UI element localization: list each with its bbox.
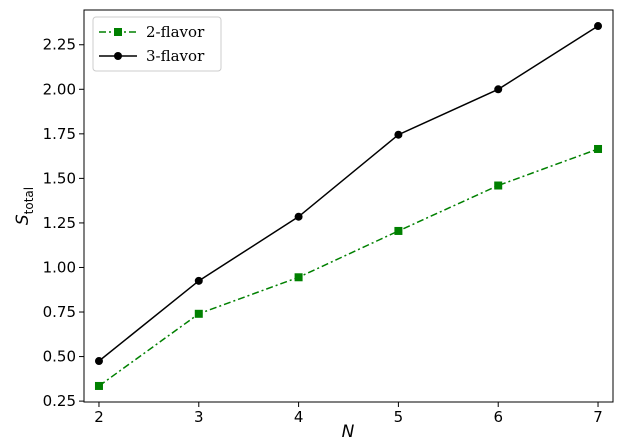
data-point-2-flavor	[394, 226, 403, 235]
y-tick-label: 1.50	[43, 169, 76, 187]
legend-marker-2-flavor	[114, 28, 122, 36]
y-tick-label: 1.00	[43, 258, 76, 276]
y-tick-label: 0.25	[43, 392, 76, 410]
y-tick-label: 1.75	[43, 125, 76, 143]
series-line-2-flavor	[98, 148, 599, 387]
data-point-2-flavor	[494, 181, 503, 190]
x-tick-label: 7	[593, 408, 603, 426]
legend: 2-flavor 3-flavor	[92, 16, 222, 72]
data-point-2-flavor	[294, 273, 303, 282]
legend-label-3-flavor: 3-flavor	[146, 47, 205, 65]
y-tick-label: 2.25	[43, 36, 76, 54]
data-point-3-flavor	[294, 212, 303, 221]
legend-marker-3-flavor	[114, 52, 122, 60]
series-layer	[94, 22, 603, 390]
x-tick-label: 6	[493, 408, 503, 426]
y-tick-label: 1.25	[43, 214, 76, 232]
x-axis-label: N	[342, 422, 355, 442]
y-tick-label: 0.50	[43, 348, 76, 366]
plot-frame	[83, 9, 614, 403]
y-tick-label: 0.75	[43, 303, 76, 321]
data-point-2-flavor	[94, 381, 103, 390]
y-axis-label: Stotal	[13, 187, 36, 225]
data-point-3-flavor	[594, 22, 603, 31]
y-axis-ticks: 0.25 0.50 0.75 1.00 1.25 1.50 1.75 2.00 2.25	[43, 36, 84, 410]
data-point-3-flavor	[394, 130, 403, 139]
x-tick-label: 2	[94, 408, 104, 426]
data-point-3-flavor	[94, 357, 103, 366]
x-tick-label: 5	[394, 408, 404, 426]
legend-box	[92, 16, 222, 72]
x-tick-label: 4	[294, 408, 304, 426]
y-axis-label-main: S	[13, 214, 33, 225]
x-axis-ticks: 2 3 4 5 6 7	[94, 402, 603, 426]
y-tick-label: 2.00	[43, 80, 76, 98]
y-axis-label-subscript: total	[22, 187, 36, 214]
data-point-2-flavor	[594, 144, 603, 153]
data-point-2-flavor	[194, 309, 203, 318]
x-tick-label: 3	[194, 408, 204, 426]
data-point-3-flavor	[494, 85, 503, 94]
series-line-3-flavor	[98, 25, 599, 362]
data-point-3-flavor	[194, 276, 203, 285]
legend-label-2-flavor: 2-flavor	[146, 23, 205, 41]
